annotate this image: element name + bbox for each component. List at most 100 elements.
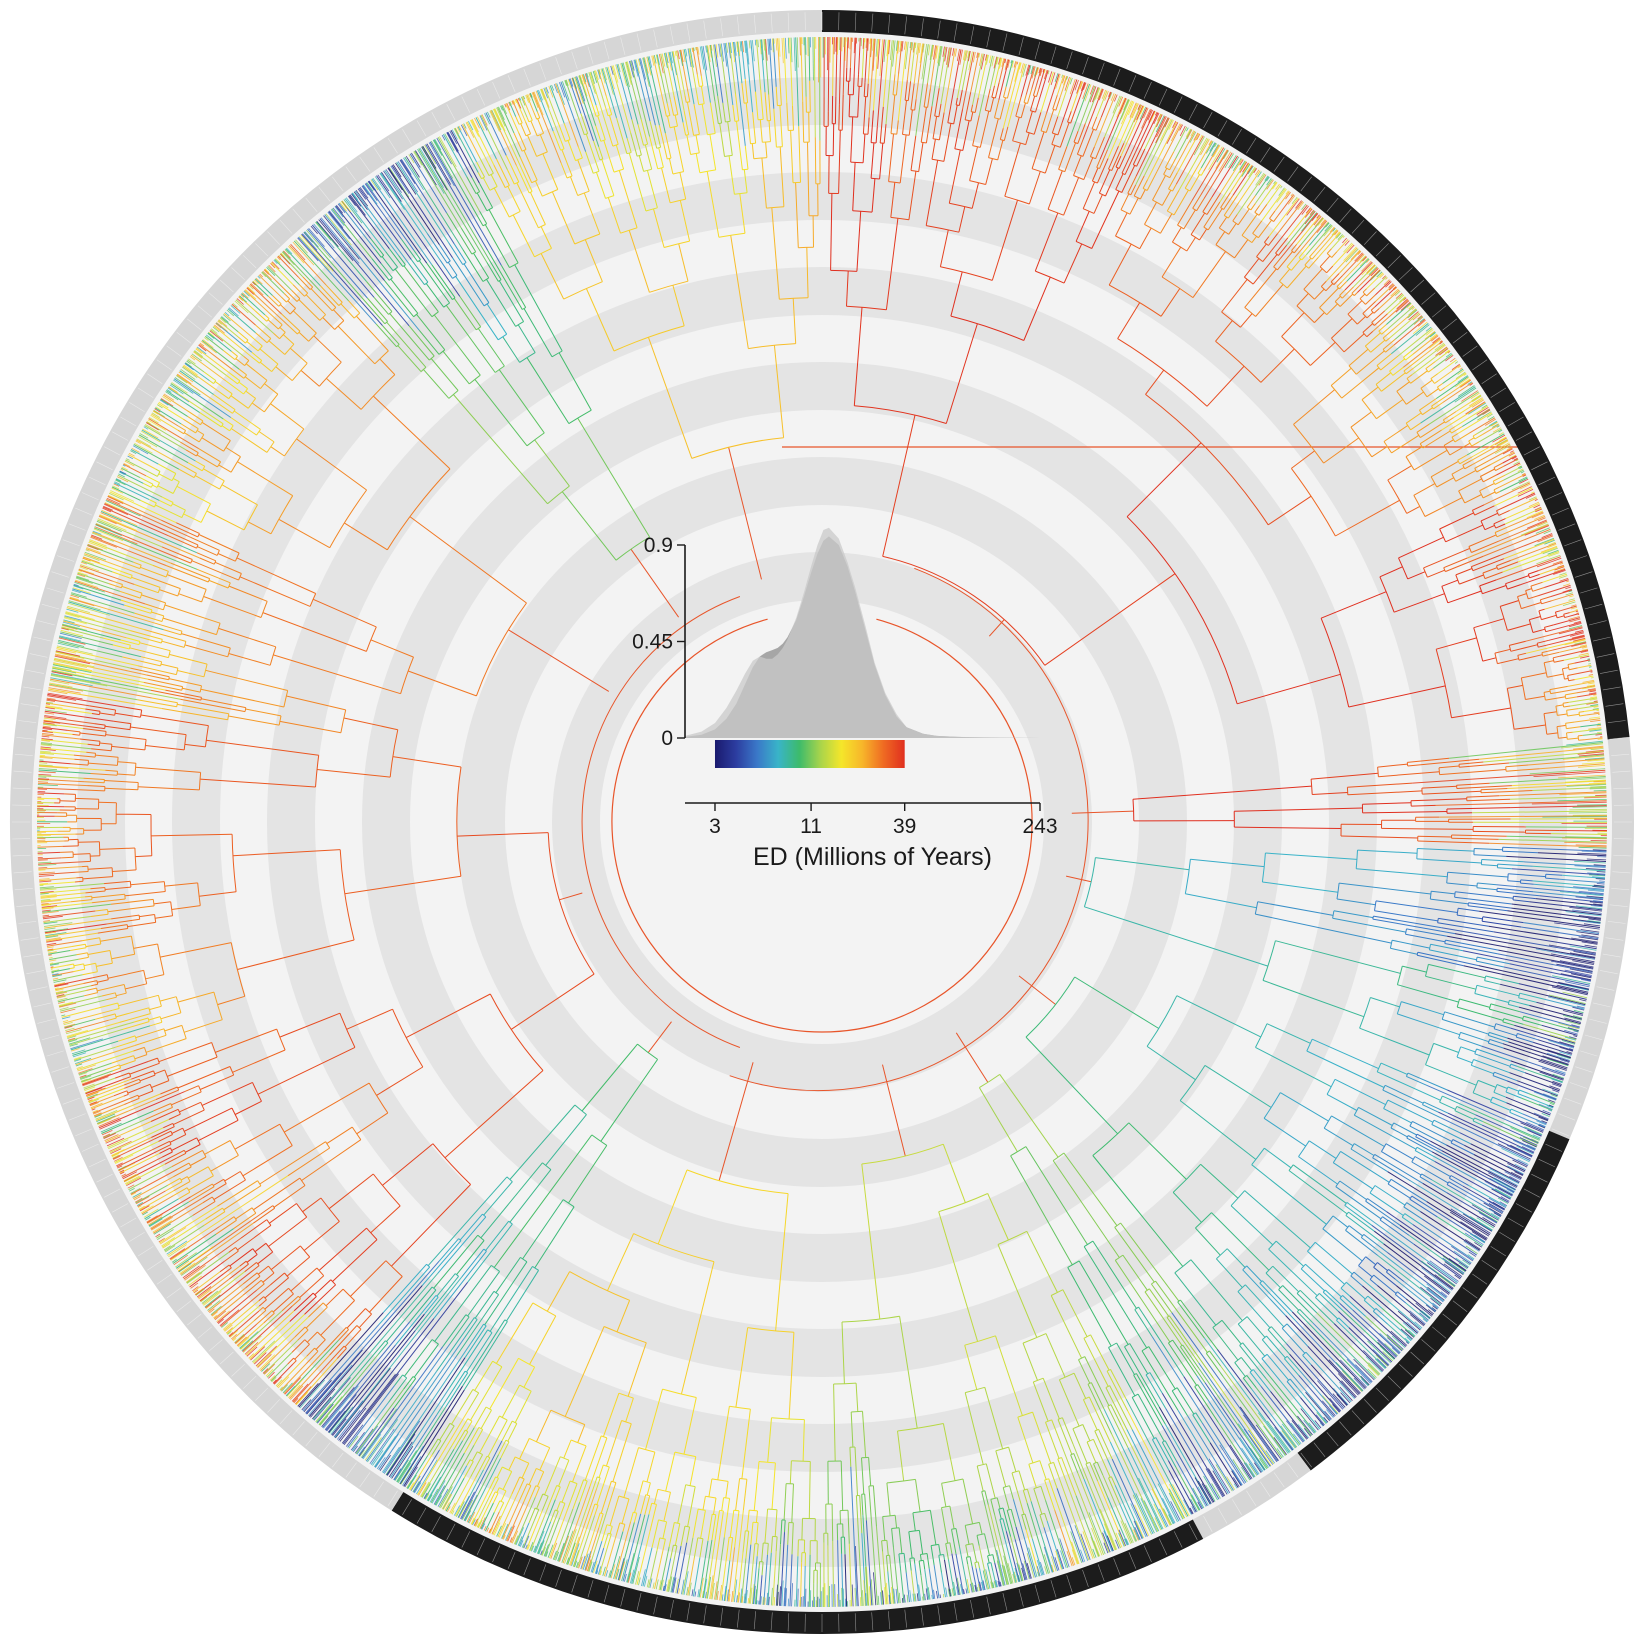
x-tick-label: 3 — [709, 815, 721, 838]
band-hatch — [1462, 1287, 1478, 1299]
band-hatch — [620, 1589, 626, 1607]
band-hatch — [359, 156, 371, 172]
band-hatch — [737, 16, 740, 35]
band-hatch — [1363, 1399, 1377, 1413]
band-hatch — [1339, 1421, 1352, 1436]
band-hatch — [753, 1611, 756, 1630]
band-hatch — [1569, 555, 1587, 562]
band-hatch — [219, 279, 234, 293]
band-hatch — [318, 187, 331, 202]
band-hatch — [603, 1584, 610, 1603]
band-hatch — [523, 1558, 531, 1576]
band-hatch — [1410, 279, 1425, 293]
band-hatch — [197, 305, 212, 318]
band-hatch — [267, 1399, 281, 1413]
ed-legend: 0 0.45 0.9 3 11 39 243 ED (Millions of Years) — [632, 527, 1058, 871]
band-hatch — [208, 1339, 223, 1352]
band-hatch — [1432, 1326, 1447, 1339]
band-hatch — [1351, 1410, 1365, 1425]
band-hatch — [345, 1462, 357, 1478]
band-hatch — [197, 1326, 212, 1339]
band-hatch — [279, 1410, 293, 1425]
band-hatch — [1128, 1551, 1137, 1569]
band-hatch — [1158, 88, 1168, 106]
band-hatch — [770, 1612, 773, 1631]
band-hatch — [1580, 587, 1598, 594]
band-hatch — [1611, 888, 1630, 891]
band-hatch — [636, 1593, 642, 1611]
band-hatch — [1605, 703, 1624, 707]
band-hatch — [669, 26, 674, 45]
band-hatch — [20, 703, 39, 707]
band-hatch — [1287, 1462, 1299, 1478]
band-hatch — [1569, 1082, 1587, 1089]
band-hatch — [33, 1002, 51, 1008]
band-hatch — [461, 96, 471, 113]
band-hatch — [1515, 1203, 1532, 1213]
band-hatch — [96, 1173, 113, 1183]
band-hatch — [373, 1481, 384, 1497]
band-hatch — [1613, 854, 1632, 857]
band-hatch — [1339, 208, 1352, 223]
band-hatch — [854, 12, 857, 31]
band-hatch — [243, 255, 257, 269]
band-hatch — [1246, 137, 1257, 154]
band-hatch — [1421, 292, 1436, 305]
x-tick-label: 11 — [800, 815, 822, 838]
band-hatch — [37, 1018, 55, 1024]
band-hatch — [986, 29, 991, 48]
band-hatch — [219, 1351, 234, 1365]
band-hatch — [431, 1515, 441, 1532]
band-hatch — [1113, 1558, 1121, 1576]
band-hatch — [970, 26, 975, 45]
band-hatch — [1609, 904, 1628, 907]
band-hatch — [279, 219, 293, 234]
band-hatch — [653, 29, 658, 48]
band-hatch — [387, 137, 398, 154]
band-hatch — [1217, 120, 1228, 137]
band-hatch — [1602, 953, 1621, 958]
band-hatch — [523, 68, 531, 86]
band-hatch — [37, 620, 55, 626]
band-hatch — [937, 20, 941, 39]
band-hatch — [1113, 68, 1121, 86]
band-hatch — [1558, 523, 1576, 531]
band-hatch — [13, 770, 32, 773]
band-hatch — [1363, 231, 1377, 245]
band-hatch — [292, 1421, 305, 1436]
band-hatch — [720, 1607, 723, 1626]
band-hatch — [476, 88, 486, 106]
band-hatch — [332, 176, 344, 192]
band-hatch — [243, 1375, 257, 1389]
band-hatch — [112, 1203, 129, 1213]
band-hatch — [1531, 1173, 1548, 1183]
band-hatch — [1602, 686, 1621, 691]
band-hatch — [1499, 1232, 1515, 1242]
band-hatch — [75, 1128, 93, 1137]
band-hatch — [1097, 62, 1105, 80]
band-hatch — [653, 1596, 658, 1615]
band-hatch — [176, 332, 192, 344]
band-hatch — [1612, 871, 1631, 874]
clade-band-segment — [1297, 1130, 1570, 1471]
band-hatch — [23, 686, 42, 691]
y-tick-label: 0 — [661, 727, 673, 750]
band-hatch — [14, 753, 33, 756]
band-hatch — [1607, 921, 1626, 924]
band-hatch — [68, 523, 86, 531]
band-hatch — [156, 359, 172, 371]
band-hatch — [1002, 1593, 1008, 1611]
band-hatch — [1589, 620, 1607, 626]
band-hatch — [1018, 1589, 1024, 1607]
band-hatch — [402, 129, 412, 145]
band-hatch — [305, 197, 318, 212]
band-hatch — [1545, 492, 1563, 501]
band-hatch — [29, 653, 48, 658]
band-hatch — [1387, 255, 1401, 269]
band-hatch — [96, 461, 113, 471]
band-hatch — [636, 33, 642, 51]
x-ticks: 3 11 39 243 — [709, 803, 1058, 838]
band-hatch — [416, 1507, 427, 1524]
band-hatch — [1273, 1472, 1285, 1488]
band-hatch — [46, 1050, 64, 1057]
